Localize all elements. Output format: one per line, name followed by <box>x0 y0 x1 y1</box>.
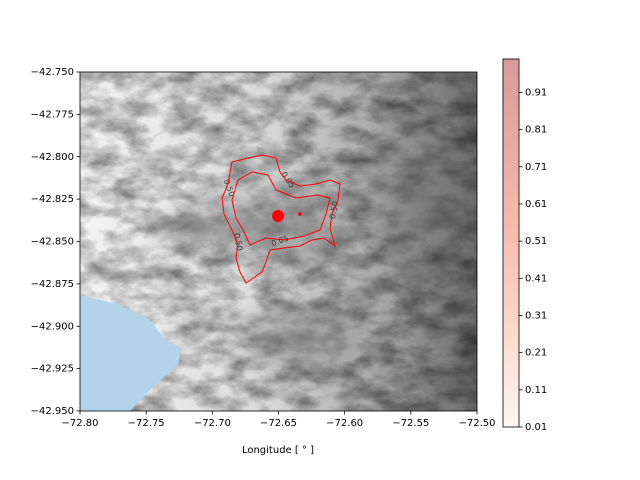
y-tick-label: −42.825 <box>31 194 74 205</box>
x-tick-label: −72.65 <box>260 418 297 429</box>
vent <box>298 212 302 216</box>
colorbar-tick-label: 0.21 <box>525 348 547 359</box>
x-tick-label: −72.70 <box>194 418 231 429</box>
colorbar-tick-label: 0.71 <box>525 162 547 173</box>
contour-core <box>272 210 284 222</box>
x-tick-label: −72.55 <box>392 418 429 429</box>
contour-line <box>231 171 331 246</box>
colorbar-tick-label: 0.81 <box>525 125 547 136</box>
colorbar-tick-label: 0.51 <box>525 236 547 247</box>
x-tick-label: −72.75 <box>128 418 165 429</box>
x-axis-label: Longitude [ ° ] <box>242 445 314 456</box>
colorbar <box>502 58 520 428</box>
y-tick-label: −42.800 <box>31 152 74 163</box>
colorbar-tick-label: 0.11 <box>525 385 547 396</box>
map-background <box>80 72 477 411</box>
y-tick-label: −42.850 <box>31 237 74 248</box>
colorbar-tick-label: 0.01 <box>525 422 547 433</box>
y-tick-label: −42.775 <box>31 109 74 120</box>
x-tick-label: −72.80 <box>61 418 98 429</box>
y-tick-label: −42.875 <box>31 279 74 290</box>
colorbar-tick-label: 0.31 <box>525 310 547 321</box>
colorbar-tick-label: 0.61 <box>525 199 547 210</box>
contour-label: 0.50 <box>232 232 244 251</box>
x-tick-label: −72.60 <box>326 418 363 429</box>
y-tick-label: −42.925 <box>31 364 74 375</box>
contour-line <box>221 154 341 284</box>
colorbar-tick-label: 0.91 <box>525 87 547 98</box>
y-tick-label: −42.750 <box>31 67 74 78</box>
y-tick-label: −42.900 <box>31 321 74 332</box>
x-tick-label: −72.50 <box>458 418 495 429</box>
colorbar-tick-label: 0.41 <box>525 273 547 284</box>
sea <box>80 295 182 411</box>
y-tick-label: −42.950 <box>31 406 74 417</box>
